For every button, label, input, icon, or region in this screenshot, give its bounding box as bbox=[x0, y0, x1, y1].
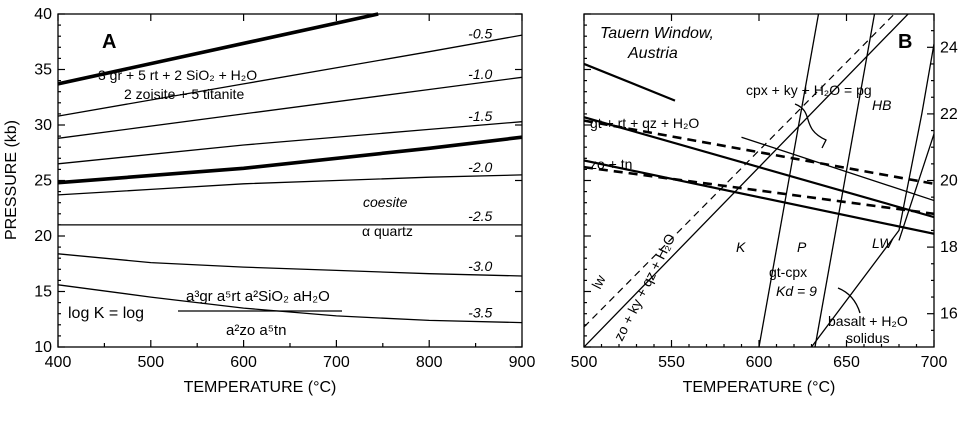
panel-a-x-tick-label-700: 700 bbox=[323, 354, 350, 371]
gt-rt-label: gt + rt + qz + H₂O bbox=[590, 115, 699, 131]
panel-b-y-ticks: 16 18 20 22 24 bbox=[927, 30, 958, 331]
panel-b-y-tick-label-24: 24 bbox=[940, 39, 958, 56]
contour-label-1-5: -1.5 bbox=[468, 108, 492, 124]
panel-a-x-tick-label-500: 500 bbox=[137, 354, 164, 371]
panel-b-y-tick-label-16: 16 bbox=[940, 306, 958, 323]
panel-a-label: A bbox=[102, 31, 116, 53]
panel-a-series-1-0 bbox=[57, 76, 523, 139]
panel-b-label: B bbox=[898, 31, 912, 53]
cpx-ky-pg-label: cpx + ky + H₂O = pg bbox=[746, 82, 872, 98]
panel-a-y-ticks: 10 15 20 25 30 35 40 bbox=[34, 6, 522, 356]
panel-b-x-tick-label-700: 700 bbox=[921, 354, 948, 371]
panel-b: 500 550 600 650 700 16 18 20 22 24 Tauern Window… bbox=[571, 13, 958, 396]
panel-b-x-tick-label-500: 500 bbox=[571, 354, 598, 371]
reaction-line-1: 3 gr + 5 rt + 2 SiO₂ + H₂O bbox=[98, 67, 257, 83]
panel-b-series-lw-dashed bbox=[584, 14, 896, 328]
coesite-label: coesite bbox=[363, 194, 408, 210]
panel-a-series-3-5 bbox=[57, 284, 523, 324]
lw-label: lw bbox=[588, 272, 609, 292]
panel-b-y-tick-label-18: 18 bbox=[940, 239, 958, 256]
panel-a-y-tick-label-25: 25 bbox=[34, 173, 52, 190]
solidus-callout-arrow bbox=[837, 287, 861, 314]
contour-label-3-5: -3.5 bbox=[468, 305, 492, 321]
equation-numerator: a³gr a⁵rt a²SiO₂ aH₂O bbox=[186, 288, 330, 305]
k-label: K bbox=[736, 239, 746, 255]
panel-a-series-0-5 bbox=[57, 34, 523, 117]
solidus-label-2: solidus bbox=[846, 330, 890, 346]
panel-b-series-gt-rt-qz-h-o-solid bbox=[584, 116, 934, 219]
panel-b-series-zo-tn-solid bbox=[584, 159, 934, 235]
panel-a-y-tick-label-10: 10 bbox=[34, 339, 52, 356]
alpha-quartz-label: α quartz bbox=[362, 223, 413, 239]
panel-a: 400 500 600 700 800 900 10 15 20 25 30 35 40 A 3 gr… bbox=[3, 6, 535, 396]
panel-a-y-tick-label-35: 35 bbox=[34, 62, 52, 79]
panel-a-series-coesite-quartz bbox=[57, 135, 523, 185]
panel-a-x-ticks: 400 500 600 700 800 900 bbox=[45, 14, 536, 371]
panel-b-x-axis-label: TEMPERATURE (°C) bbox=[683, 379, 836, 396]
panel-a-x-tick-label-600: 600 bbox=[230, 354, 257, 371]
panel-b-series-k-isotherm bbox=[758, 14, 820, 347]
p-label: P bbox=[797, 239, 807, 255]
panel-b-title-line-1: Tauern Window, bbox=[600, 25, 714, 42]
panel-a-y-tick-label-30: 30 bbox=[34, 117, 52, 134]
panel-b-y-tick-label-22: 22 bbox=[940, 106, 958, 123]
panel-a-lines bbox=[57, 12, 523, 324]
panel-a-y-tick-label-40: 40 bbox=[34, 6, 52, 23]
panel-b-series-p-isotherm bbox=[814, 14, 876, 347]
zo-tn-label: zo + tn bbox=[590, 156, 632, 172]
panel-a-x-tick-label-800: 800 bbox=[416, 354, 443, 371]
gt-cpx-label-2: Kd = 9 bbox=[776, 283, 817, 299]
panel-a-series-reaction-log-k-0 bbox=[57, 12, 379, 86]
equation-denominator: a²zo a⁵tn bbox=[226, 322, 286, 339]
panel-a-x-axis-label: TEMPERATURE (°C) bbox=[184, 379, 337, 396]
panel-b-title-line-2: Austria bbox=[627, 45, 678, 62]
lw-reaction-label: zo + ky + qz + H₂O bbox=[610, 231, 678, 343]
pg-callout-arrow bbox=[794, 103, 827, 149]
panel-a-y-axis-label: PRESSURE (kb) bbox=[3, 120, 20, 240]
equation-lhs: log K = log bbox=[68, 305, 144, 322]
panel-a-contour-labels: -0.5 -1.0 -1.5 -2.0 -2.5 -3.0 -3.5 bbox=[468, 26, 492, 321]
contour-label-0-5: -0.5 bbox=[468, 26, 492, 42]
panel-a-series-2-0 bbox=[57, 174, 523, 196]
panel-a-series-3-0 bbox=[57, 253, 523, 277]
panel-a-y-tick-label-20: 20 bbox=[34, 228, 52, 245]
panel-a-x-tick-label-900: 900 bbox=[509, 354, 536, 371]
panel-b-lines bbox=[584, 14, 934, 347]
panel-a-series-1-5 bbox=[57, 121, 523, 165]
panel-a-y-tick-label-15: 15 bbox=[34, 284, 52, 301]
solidus-label-1: basalt + H₂O bbox=[828, 313, 908, 329]
contour-label-3-0: -3.0 bbox=[468, 258, 492, 274]
panel-b-series-cpx-ky-h-o-pg bbox=[741, 136, 934, 202]
reaction-line-2: 2 zoisite + 5 titanite bbox=[124, 86, 244, 102]
panel-b-series-upper-left-solid bbox=[584, 62, 676, 102]
lw-field-label: LW bbox=[872, 235, 894, 251]
contour-label-2-0: -2.0 bbox=[468, 159, 492, 175]
panel-b-x-tick-label-650: 650 bbox=[833, 354, 860, 371]
panel-b-x-tick-label-600: 600 bbox=[746, 354, 773, 371]
hb-label: HB bbox=[872, 97, 891, 113]
panel-b-left-minor-ticks bbox=[584, 13, 591, 348]
panel-b-series-hb-lw-boundary bbox=[898, 133, 934, 241]
contour-label-1-0: -1.0 bbox=[468, 66, 492, 82]
gt-cpx-label-1: gt-cpx bbox=[769, 264, 807, 280]
panel-a-x-tick-label-400: 400 bbox=[45, 354, 72, 371]
contour-label-2-5: -2.5 bbox=[468, 208, 492, 224]
panel-b-series-basalt-h-o-solidus bbox=[810, 43, 934, 347]
panel-b-y-tick-label-20: 20 bbox=[940, 173, 958, 190]
panel-b-x-ticks: 500 550 600 650 700 bbox=[571, 14, 948, 371]
panel-b-x-tick-label-550: 550 bbox=[658, 354, 685, 371]
